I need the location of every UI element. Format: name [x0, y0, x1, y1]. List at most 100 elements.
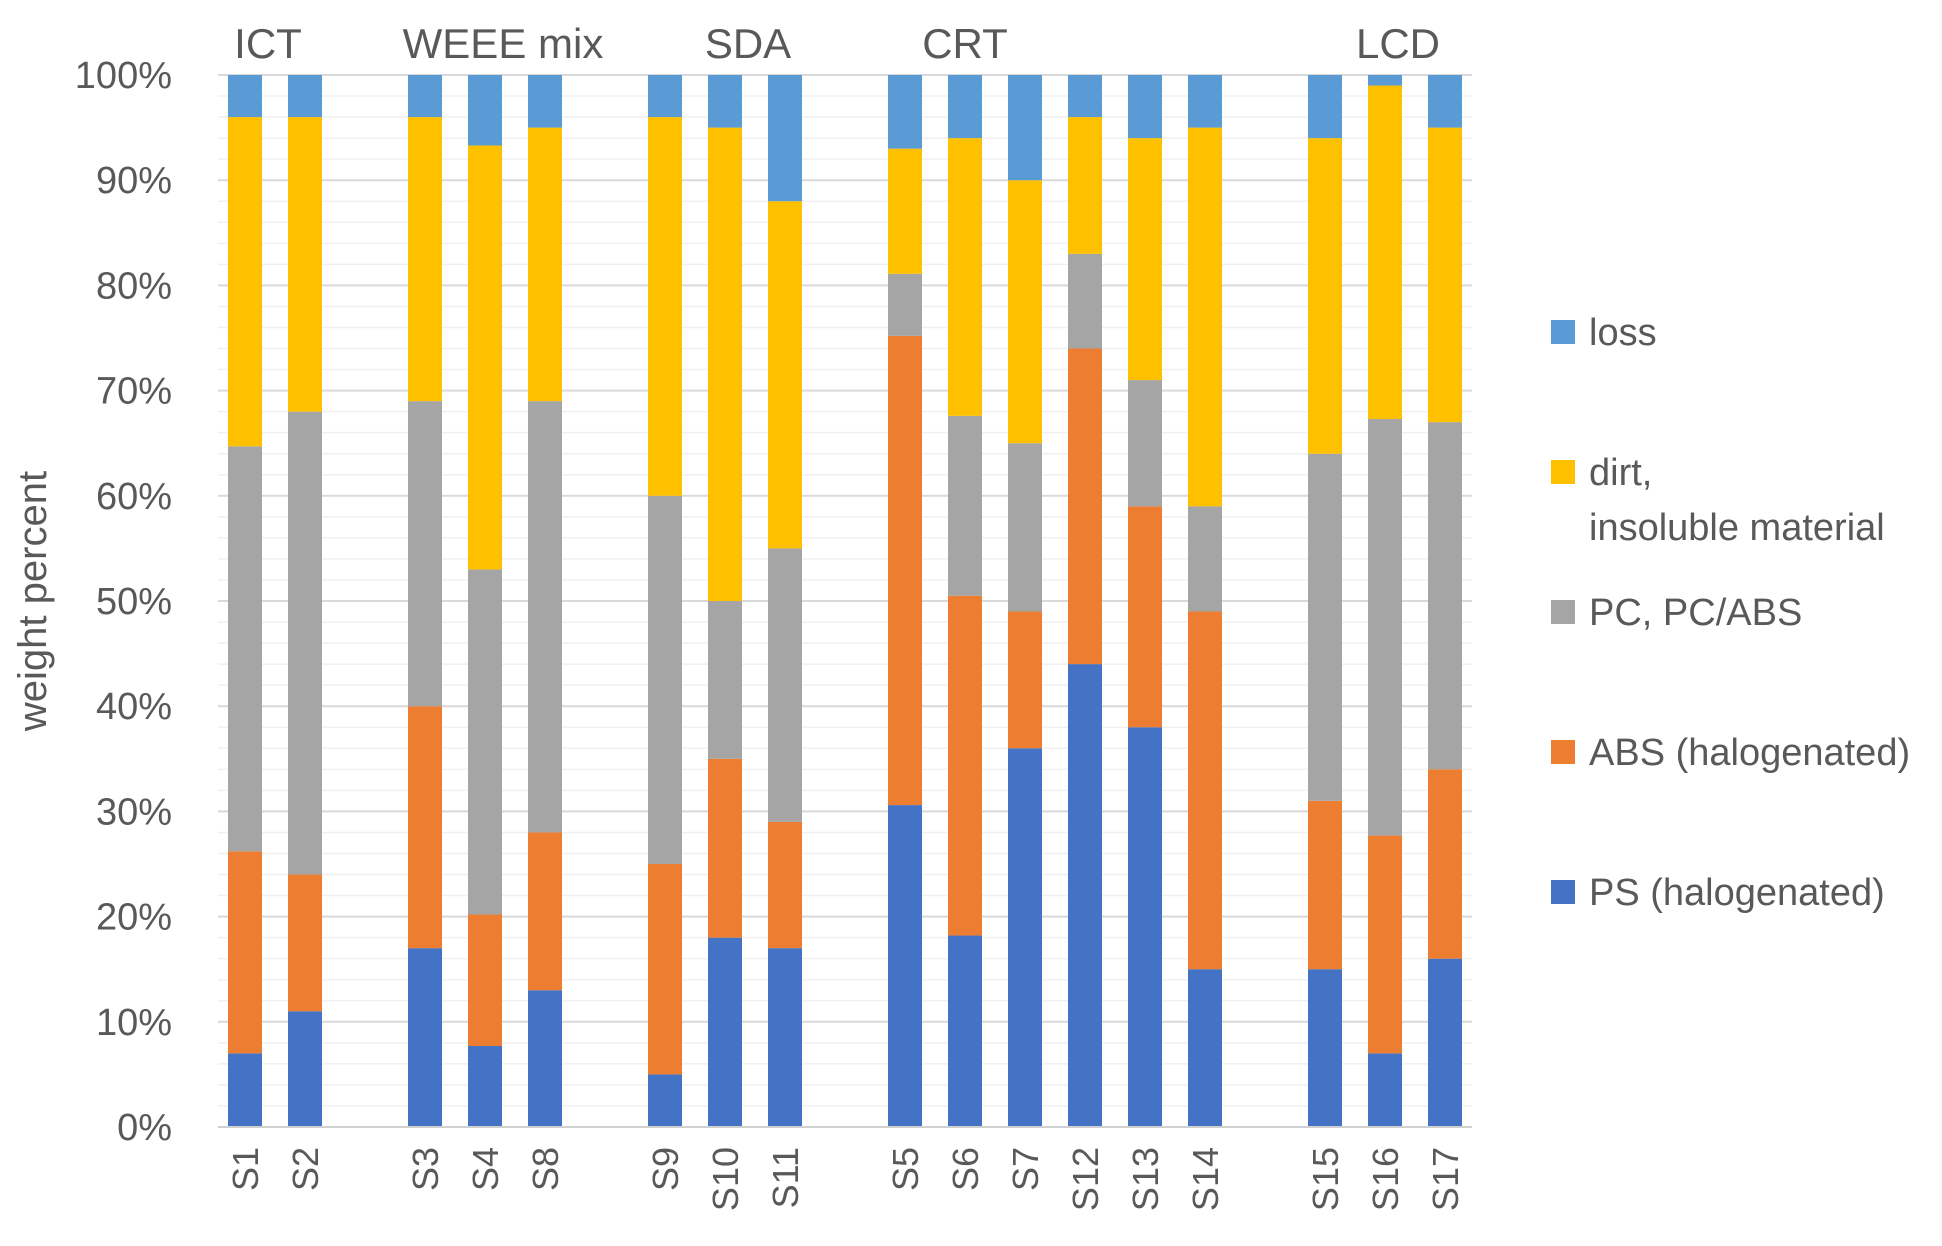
bar-segment-s15-loss [1308, 75, 1342, 139]
bar-segment-s13-ps [1128, 727, 1162, 1127]
bar-segment-s12-pc [1068, 253, 1102, 349]
bar-segment-s1-pc [228, 446, 262, 852]
bar-segment-s1-abs [228, 851, 262, 1054]
bar-segment-s14-pc [1188, 506, 1222, 612]
bar-segment-s11-pc [768, 548, 802, 822]
legend-swatch [1551, 880, 1575, 904]
bar-segment-s7-abs [1008, 611, 1042, 749]
bar-segment-s1-ps [228, 1053, 262, 1127]
bar-segment-s9-pc [648, 495, 682, 864]
bar-segment-s17-loss [1428, 75, 1462, 128]
bar-segment-s17-abs [1428, 769, 1462, 959]
bar-segment-s3-ps [408, 948, 442, 1127]
bar-segment-s17-ps [1428, 958, 1462, 1127]
y-tick-label: 20% [96, 897, 172, 939]
x-tick-label: S8 [525, 1147, 566, 1191]
x-tick-label: S11 [765, 1147, 806, 1208]
group-label: LCD [1356, 20, 1440, 67]
x-tick-label: S9 [645, 1147, 686, 1191]
bar-segment-s8-abs [528, 832, 562, 991]
group-label: ICT [234, 20, 302, 67]
y-axis-label: weight percent [11, 471, 55, 732]
x-tick-label: S6 [945, 1147, 986, 1191]
bar-segment-s6-pc [948, 415, 982, 596]
y-tick-label: 30% [96, 791, 172, 833]
bar-segment-s15-abs [1308, 800, 1342, 970]
bar-segment-s4-loss [468, 75, 502, 146]
bar-segment-s9-ps [648, 1074, 682, 1127]
x-tick-label: S1 [225, 1147, 266, 1191]
bar-segment-s11-abs [768, 821, 802, 949]
bar-segment-s11-loss [768, 75, 802, 202]
x-tick-label: S3 [405, 1147, 446, 1191]
bar-segment-s10-abs [708, 758, 742, 938]
bar-segment-s3-abs [408, 706, 442, 949]
legend-label: insoluble material [1589, 507, 1885, 549]
bar-segment-s14-loss [1188, 75, 1222, 128]
x-tick-label: S10 [705, 1147, 746, 1211]
legend-label: ABS (halogenated) [1589, 732, 1910, 774]
y-tick-label: 0% [117, 1107, 172, 1149]
bar-segment-s8-ps [528, 990, 562, 1127]
bar-segment-s14-dirt [1188, 127, 1222, 507]
x-tick-label: S2 [285, 1147, 326, 1191]
bar-segment-s5-ps [888, 805, 922, 1127]
bar-segment-s6-ps [948, 935, 982, 1127]
bar-segment-s8-pc [528, 401, 562, 833]
y-tick-label: 10% [96, 1002, 172, 1044]
bar-segment-s10-dirt [708, 127, 742, 601]
y-axis-ticks: 0% 10% 20% 30% 40% 50% 60% 70% 80% 90% 100% [75, 55, 172, 1149]
x-tick-label: S7 [1005, 1147, 1046, 1191]
bar-segment-s9-dirt [648, 117, 682, 496]
x-tick-label: S15 [1305, 1147, 1346, 1211]
bar-segment-s4-dirt [468, 145, 502, 570]
bar-segment-s2-dirt [288, 117, 322, 412]
bar-segment-s15-ps [1308, 969, 1342, 1127]
bar-segment-s2-ps [288, 1011, 322, 1127]
bar-segment-s7-dirt [1008, 180, 1042, 444]
bar-segment-s17-pc [1428, 422, 1462, 770]
legend: loss dirt, insoluble material PC, PC/ABS ABS… [1551, 312, 1910, 914]
bar-segment-s12-abs [1068, 348, 1102, 665]
legend-swatch [1551, 600, 1575, 624]
bar-segment-s13-loss [1128, 75, 1162, 139]
y-tick-label: 70% [96, 371, 172, 413]
bar-segment-s7-loss [1008, 75, 1042, 181]
bar-segment-s10-ps [708, 937, 742, 1127]
x-tick-label: S13 [1125, 1147, 1166, 1211]
bar-segment-s2-pc [288, 411, 322, 875]
bar-segment-s2-loss [288, 75, 322, 118]
y-tick-label: 90% [96, 160, 172, 202]
bar-segment-s2-abs [288, 874, 322, 1012]
group-labels: ICT WEEE mix SDA CRT LCD [234, 20, 1440, 67]
bar-segment-s12-dirt [1068, 117, 1102, 254]
y-tick-label: 80% [96, 265, 172, 307]
bar-segment-s11-dirt [768, 201, 802, 549]
bar-segment-s6-abs [948, 595, 982, 936]
bar-segment-s16-pc [1368, 419, 1402, 836]
x-tick-label: S14 [1185, 1147, 1226, 1211]
bars [228, 75, 1462, 1127]
bar-segment-s1-loss [228, 75, 262, 118]
bar-segment-s5-loss [888, 75, 922, 149]
bar-segment-s16-dirt [1368, 85, 1402, 420]
x-tick-label: S5 [885, 1147, 926, 1191]
x-tick-label: S17 [1425, 1147, 1466, 1211]
bar-segment-s12-loss [1068, 75, 1102, 118]
bar-segment-s3-dirt [408, 117, 442, 402]
bar-segment-s5-abs [888, 335, 922, 806]
bar-segment-s10-pc [708, 601, 742, 759]
x-tick-label: S12 [1065, 1147, 1106, 1211]
legend-label: dirt, [1589, 452, 1652, 494]
legend-swatch [1551, 320, 1575, 344]
group-label: WEEE mix [403, 20, 604, 67]
bar-segment-s9-abs [648, 864, 682, 1075]
bar-segment-s3-loss [408, 75, 442, 118]
group-label: SDA [705, 20, 791, 67]
bar-segment-s9-loss [648, 75, 682, 118]
bar-segment-s16-abs [1368, 835, 1402, 1054]
bar-segment-s17-dirt [1428, 127, 1462, 423]
bar-segment-s3-pc [408, 401, 442, 707]
x-tick-label: S16 [1365, 1147, 1406, 1211]
